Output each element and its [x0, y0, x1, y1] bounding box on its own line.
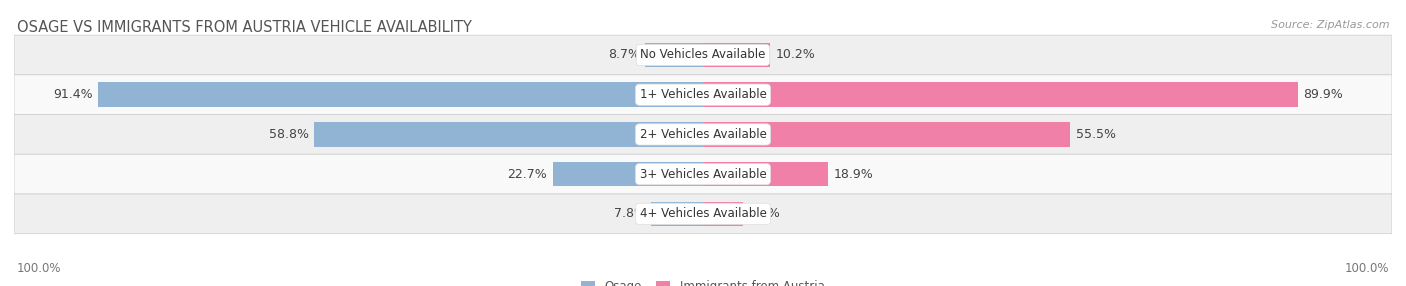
Text: 7.8%: 7.8% — [614, 207, 645, 221]
Text: 58.8%: 58.8% — [269, 128, 308, 141]
Text: Source: ZipAtlas.com: Source: ZipAtlas.com — [1271, 20, 1389, 30]
Text: 91.4%: 91.4% — [53, 88, 93, 101]
Bar — [553, 162, 703, 186]
FancyBboxPatch shape — [14, 35, 1392, 75]
Bar — [703, 162, 828, 186]
Text: OSAGE VS IMMIGRANTS FROM AUSTRIA VEHICLE AVAILABILITY: OSAGE VS IMMIGRANTS FROM AUSTRIA VEHICLE… — [17, 20, 472, 35]
Bar — [98, 82, 703, 107]
Bar — [651, 202, 703, 226]
Bar — [703, 82, 1298, 107]
Text: 100.0%: 100.0% — [1344, 262, 1389, 275]
FancyBboxPatch shape — [14, 154, 1392, 194]
Text: 100.0%: 100.0% — [17, 262, 62, 275]
Text: 55.5%: 55.5% — [1076, 128, 1115, 141]
FancyBboxPatch shape — [14, 194, 1392, 234]
Bar — [703, 43, 770, 67]
Text: 18.9%: 18.9% — [834, 168, 873, 181]
Text: 6.0%: 6.0% — [748, 207, 780, 221]
Legend: Osage, Immigrants from Austria: Osage, Immigrants from Austria — [581, 280, 825, 286]
Text: 3+ Vehicles Available: 3+ Vehicles Available — [640, 168, 766, 181]
Text: 22.7%: 22.7% — [508, 168, 547, 181]
Text: 89.9%: 89.9% — [1303, 88, 1343, 101]
Text: 1+ Vehicles Available: 1+ Vehicles Available — [640, 88, 766, 101]
Text: 2+ Vehicles Available: 2+ Vehicles Available — [640, 128, 766, 141]
Bar — [703, 122, 1070, 147]
Text: 10.2%: 10.2% — [776, 48, 815, 61]
Bar — [645, 43, 703, 67]
Text: No Vehicles Available: No Vehicles Available — [640, 48, 766, 61]
FancyBboxPatch shape — [14, 75, 1392, 115]
Text: 4+ Vehicles Available: 4+ Vehicles Available — [640, 207, 766, 221]
Bar — [314, 122, 703, 147]
Bar — [703, 202, 742, 226]
FancyBboxPatch shape — [14, 115, 1392, 154]
Text: 8.7%: 8.7% — [607, 48, 640, 61]
